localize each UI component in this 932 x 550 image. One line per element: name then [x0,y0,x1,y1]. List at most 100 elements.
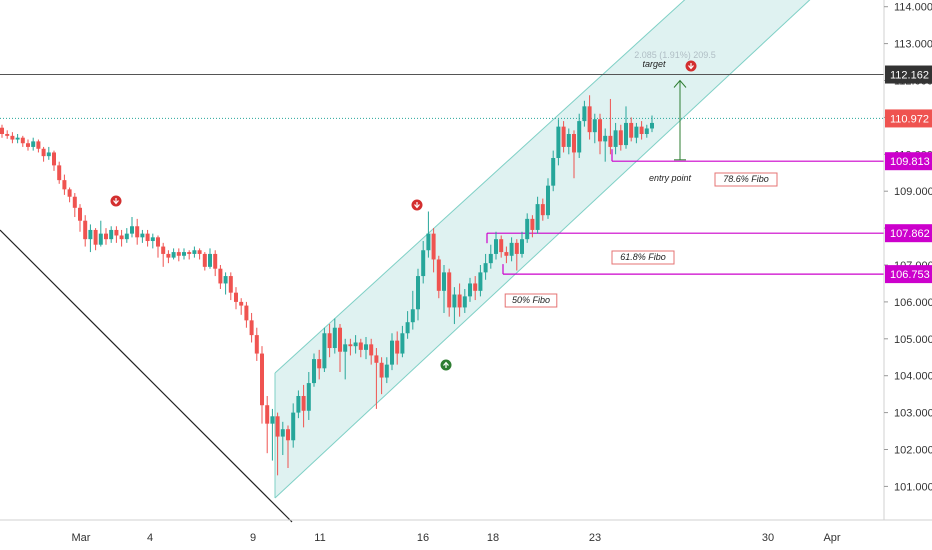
time-axis[interactable]: Mar 4 9 11 16 18 23 30 Apr [0,519,932,544]
candle-body [608,135,613,147]
candle-body [145,233,150,242]
time-tick-label: 23 [589,532,601,544]
candle-body [270,416,275,424]
price-marker-box[interactable] [885,224,932,243]
candle-body [483,263,488,273]
fibo-50-label: 50% Fibo [512,295,550,305]
candle-body [525,218,530,240]
candle-body [332,327,337,349]
candle-body [202,253,207,267]
candle-body [577,121,582,153]
candle-body [358,342,363,350]
fibo-786-label-box [714,172,778,187]
price-axis[interactable]: 114.000113.000112.000111.000110.000109.0… [883,0,932,520]
price-marker-box[interactable] [885,265,932,284]
candle-body [629,122,634,138]
candle-body [114,229,119,236]
price-marker-label: 110.972 [890,113,929,125]
candle-body [546,185,550,216]
candle-body [598,119,602,142]
candle-body [5,134,10,136]
sell-signal-1-arrow-icon [113,198,119,205]
candle-body [296,395,301,413]
candle-body [592,119,597,133]
candle-body [301,395,306,411]
candle-body [603,135,608,142]
candle-body [286,429,290,441]
candle-body [20,137,25,144]
candle-body [52,152,56,166]
candle-body [98,233,103,245]
candle-body [530,218,535,230]
candle-body [244,305,249,321]
price-tick-label: 106.000 [894,297,932,309]
price-marker-label: 107.862 [890,228,930,240]
price-tick-label: 101.000 [894,481,932,493]
candle-body [390,340,394,365]
channel-upper-line [274,0,686,374]
candle-body [535,204,540,230]
candle-body [452,294,457,308]
candle-body [634,126,639,138]
candle-body [520,239,524,254]
candle-body [36,141,41,149]
candle-body [338,327,342,352]
candle-body [93,229,98,245]
entry-point-label: entry point [649,173,692,183]
candle-body [156,237,160,247]
candle-body [197,250,202,254]
time-tick-label: 4 [147,532,153,544]
candle-body [473,283,478,291]
candle-body [369,344,374,356]
time-tick-label: Mar [72,532,91,544]
price-marker-label: 106.753 [890,269,930,281]
candle-body [416,276,420,310]
candle-body [442,272,446,291]
candle-body [83,220,88,240]
candle-body [426,233,431,251]
candle-body [312,359,316,384]
candle-body [322,333,327,369]
candle-body [161,246,166,254]
fibo-618-label: 61.8% Fibo [620,252,666,262]
candle-body [182,252,186,256]
candle-body [618,130,623,146]
candle-body [410,309,415,323]
price-marker-box[interactable] [885,152,932,171]
price-marker-box[interactable] [885,65,932,84]
time-tick-label: Apr [823,532,840,544]
price-marker-label: 112.162 [890,70,929,82]
trend-line [0,229,293,523]
price-tick-label: 114.000 [894,2,932,14]
candle-body [462,296,467,308]
candle-body [41,148,46,157]
candle-body [275,416,280,437]
candle-body [265,405,270,424]
candle-body [457,294,462,308]
candle-body [124,233,129,240]
price-tick-label: 105.000 [894,334,932,346]
candle-body [494,239,498,254]
candle-body [436,259,441,291]
price-marker-label: 109.813 [890,156,930,168]
candle-body [62,180,67,190]
candle-body [509,242,514,256]
price-marker-box[interactable] [885,109,932,128]
candle-body [582,106,587,122]
candle-body [478,272,483,291]
candle-body [260,353,264,406]
candle-body [0,127,4,135]
candles [0,95,654,476]
candle-body [551,157,556,186]
candle-body [291,412,296,441]
price-tick-label: 104.000 [894,371,932,383]
buy-signal-arrow-icon [443,361,449,368]
candle-body [364,344,368,350]
candle-body [566,134,571,147]
channel-lower-line [274,0,811,499]
candle-body [624,122,628,146]
candle-body [379,362,384,378]
candle-body [384,364,389,378]
candle-body [119,235,124,240]
